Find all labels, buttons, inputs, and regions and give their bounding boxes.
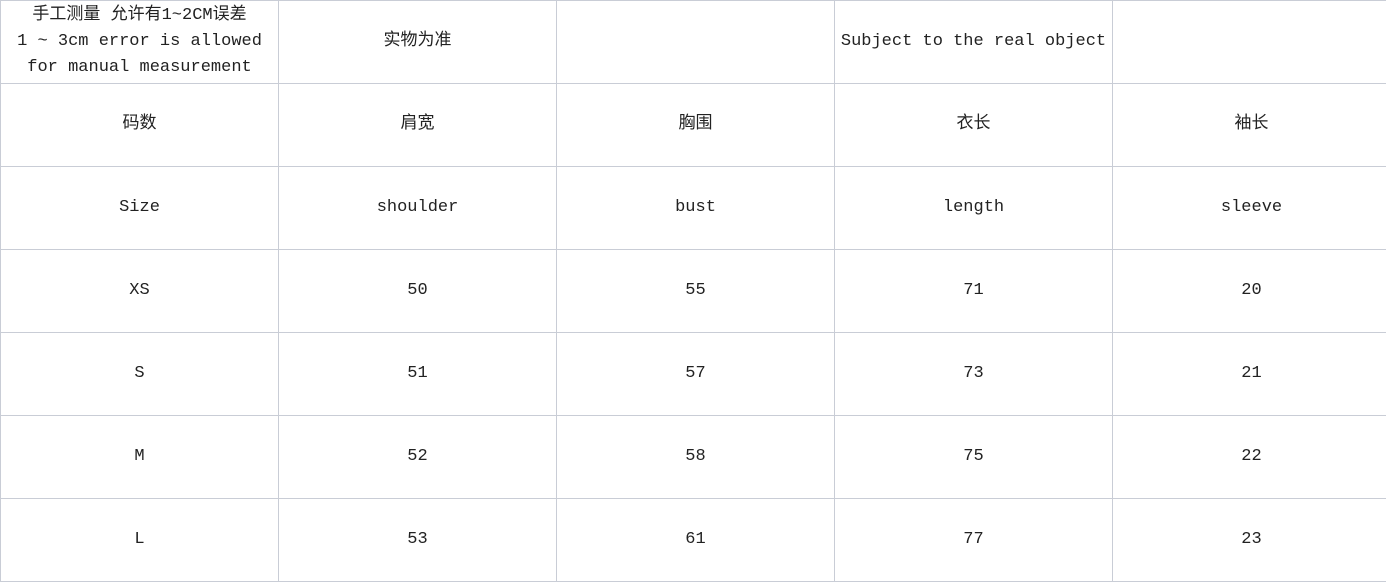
table-cell: 码数: [0, 83, 279, 167]
table-cell: S: [0, 332, 279, 416]
table-cell: XS: [0, 249, 279, 333]
table-row: M 52 58 75 22: [0, 415, 1386, 499]
table-row: L 53 61 77 23: [0, 498, 1386, 582]
table-cell: 胸围: [556, 83, 835, 167]
table-cell: 20: [1112, 249, 1386, 333]
table-cell: 51: [278, 332, 557, 416]
table-cell: 57: [556, 332, 835, 416]
cell-line: 手工测量 允许有1~2CM误差: [32, 6, 247, 25]
table-cell: sleeve: [1112, 166, 1386, 250]
table-cell: 73: [834, 332, 1113, 416]
table-row: 码数 肩宽 胸围 衣长 袖长: [0, 83, 1386, 167]
table-cell: 21: [1112, 332, 1386, 416]
table-cell: 袖长: [1112, 83, 1386, 167]
table-row: XS 50 55 71 20: [0, 249, 1386, 333]
table-cell: 衣长: [834, 83, 1113, 167]
table-cell: 75: [834, 415, 1113, 499]
table-row: Size shoulder bust length sleeve: [0, 166, 1386, 250]
table-row: S 51 57 73 21: [0, 332, 1386, 416]
table-cell: L: [0, 498, 279, 582]
table-cell: 50: [278, 249, 557, 333]
table-cell: shoulder: [278, 166, 557, 250]
table-cell: [1112, 0, 1386, 84]
table-cell: bust: [556, 166, 835, 250]
table-cell: 53: [278, 498, 557, 582]
table-cell: M: [0, 415, 279, 499]
table-row: 手工测量 允许有1~2CM误差 1 ~ 3cm error is allowed f…: [0, 0, 1386, 84]
table-cell: 实物为准: [278, 0, 557, 84]
table-cell: [556, 0, 835, 84]
table-cell: Size: [0, 166, 279, 250]
table-cell: 58: [556, 415, 835, 499]
cell-line: 1 ~ 3cm error is allowed: [17, 32, 262, 51]
table-cell: Subject to the real object: [834, 0, 1113, 84]
table-cell: length: [834, 166, 1113, 250]
table-cell: 52: [278, 415, 557, 499]
cell-line: for manual measurement: [27, 58, 252, 77]
table-cell: 55: [556, 249, 835, 333]
table-cell: 22: [1112, 415, 1386, 499]
table-cell: 手工测量 允许有1~2CM误差 1 ~ 3cm error is allowed f…: [0, 0, 279, 84]
table-cell: 61: [556, 498, 835, 582]
table-cell: 71: [834, 249, 1113, 333]
table-cell: 肩宽: [278, 83, 557, 167]
table-cell: 77: [834, 498, 1113, 582]
table-cell: 23: [1112, 498, 1386, 582]
